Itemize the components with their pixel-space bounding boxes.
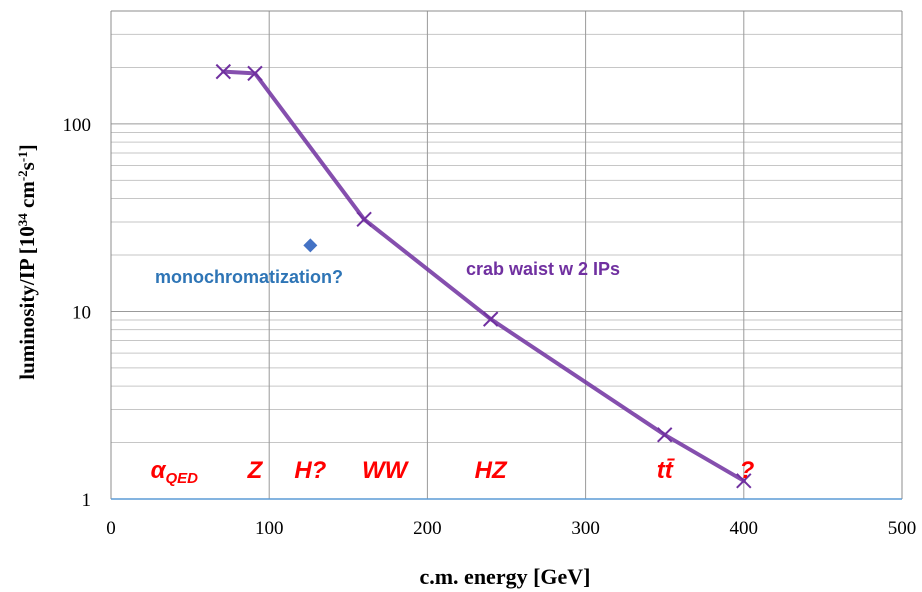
y-axis-title-exp: 34 bbox=[15, 213, 30, 227]
x-tick-label: 100 bbox=[255, 518, 284, 539]
process-label-tt: tt̄ bbox=[657, 457, 675, 484]
x-tick-label: 200 bbox=[413, 518, 442, 539]
process-label-text: WW bbox=[362, 457, 410, 484]
process-labels: αQED Z H? WW HZ tt̄? bbox=[151, 457, 755, 487]
x-marker-stroke bbox=[656, 427, 673, 443]
process-label-q: ? bbox=[740, 457, 755, 484]
x-tick-label: 400 bbox=[730, 518, 759, 539]
crab-waist-point bbox=[247, 65, 263, 82]
crab-waist-point bbox=[215, 63, 232, 80]
y-axis-title-part: s bbox=[15, 162, 39, 170]
x-marker-stroke bbox=[482, 311, 499, 327]
crab-waist-point bbox=[356, 211, 372, 228]
crab-waist-point bbox=[656, 427, 673, 443]
process-label-ww: WW bbox=[362, 457, 410, 484]
y-axis-ticks: 1 10 100 bbox=[63, 115, 92, 511]
monochromatization-label: monochromatization? bbox=[155, 267, 343, 287]
process-label-z: Z bbox=[247, 457, 264, 484]
plot-frame bbox=[110, 10, 903, 500]
process-label-text: ? bbox=[740, 457, 755, 484]
process-label-text: Z bbox=[247, 457, 264, 484]
y-tick-label: 100 bbox=[63, 115, 92, 136]
x-marker-stroke bbox=[215, 63, 232, 80]
y-axis-title-exp: -2 bbox=[15, 170, 30, 181]
x-marker-stroke bbox=[356, 211, 372, 228]
process-label-h: H? bbox=[294, 457, 326, 484]
monochromatization-point bbox=[303, 238, 318, 253]
crab-waist-label: crab waist w 2 IPs bbox=[466, 259, 620, 279]
series-layer bbox=[215, 63, 752, 489]
y-axis-title-exp: -1 bbox=[15, 151, 30, 162]
x-tick-label: 500 bbox=[888, 518, 917, 539]
process-label-text: HZ bbox=[475, 457, 508, 484]
grid-lines bbox=[111, 10, 902, 499]
crab-waist-point bbox=[736, 473, 752, 489]
process-label-text: H? bbox=[294, 457, 326, 484]
process-label-hz: HZ bbox=[475, 457, 508, 484]
x-marker-stroke bbox=[247, 65, 263, 82]
x-axis-ticks: 0 100 200 300 400 500 bbox=[106, 518, 916, 539]
y-tick-label: 1 bbox=[82, 490, 92, 511]
crab-waist-point bbox=[482, 311, 499, 327]
process-label-aqed: αQED bbox=[151, 457, 199, 487]
x-tick-label: 0 bbox=[106, 518, 116, 539]
process-label-text: tt̄ bbox=[657, 457, 675, 484]
crab-waist-line bbox=[221, 69, 746, 483]
x-axis-title: c.m. energy [GeV] bbox=[419, 564, 590, 589]
process-label-text: α bbox=[151, 457, 167, 484]
y-axis-title-part: cm bbox=[15, 181, 39, 214]
y-axis-title-part: luminosity/IP [10 bbox=[15, 226, 39, 379]
y-axis-title-part: ] bbox=[15, 144, 39, 151]
x-tick-label: 300 bbox=[571, 518, 600, 539]
x-marker-stroke bbox=[736, 473, 752, 489]
y-tick-label: 10 bbox=[72, 302, 91, 323]
y-axis-title: luminosity/IP [1034 cm-2s-1] bbox=[15, 144, 40, 379]
process-label-subscript: QED bbox=[165, 470, 198, 487]
